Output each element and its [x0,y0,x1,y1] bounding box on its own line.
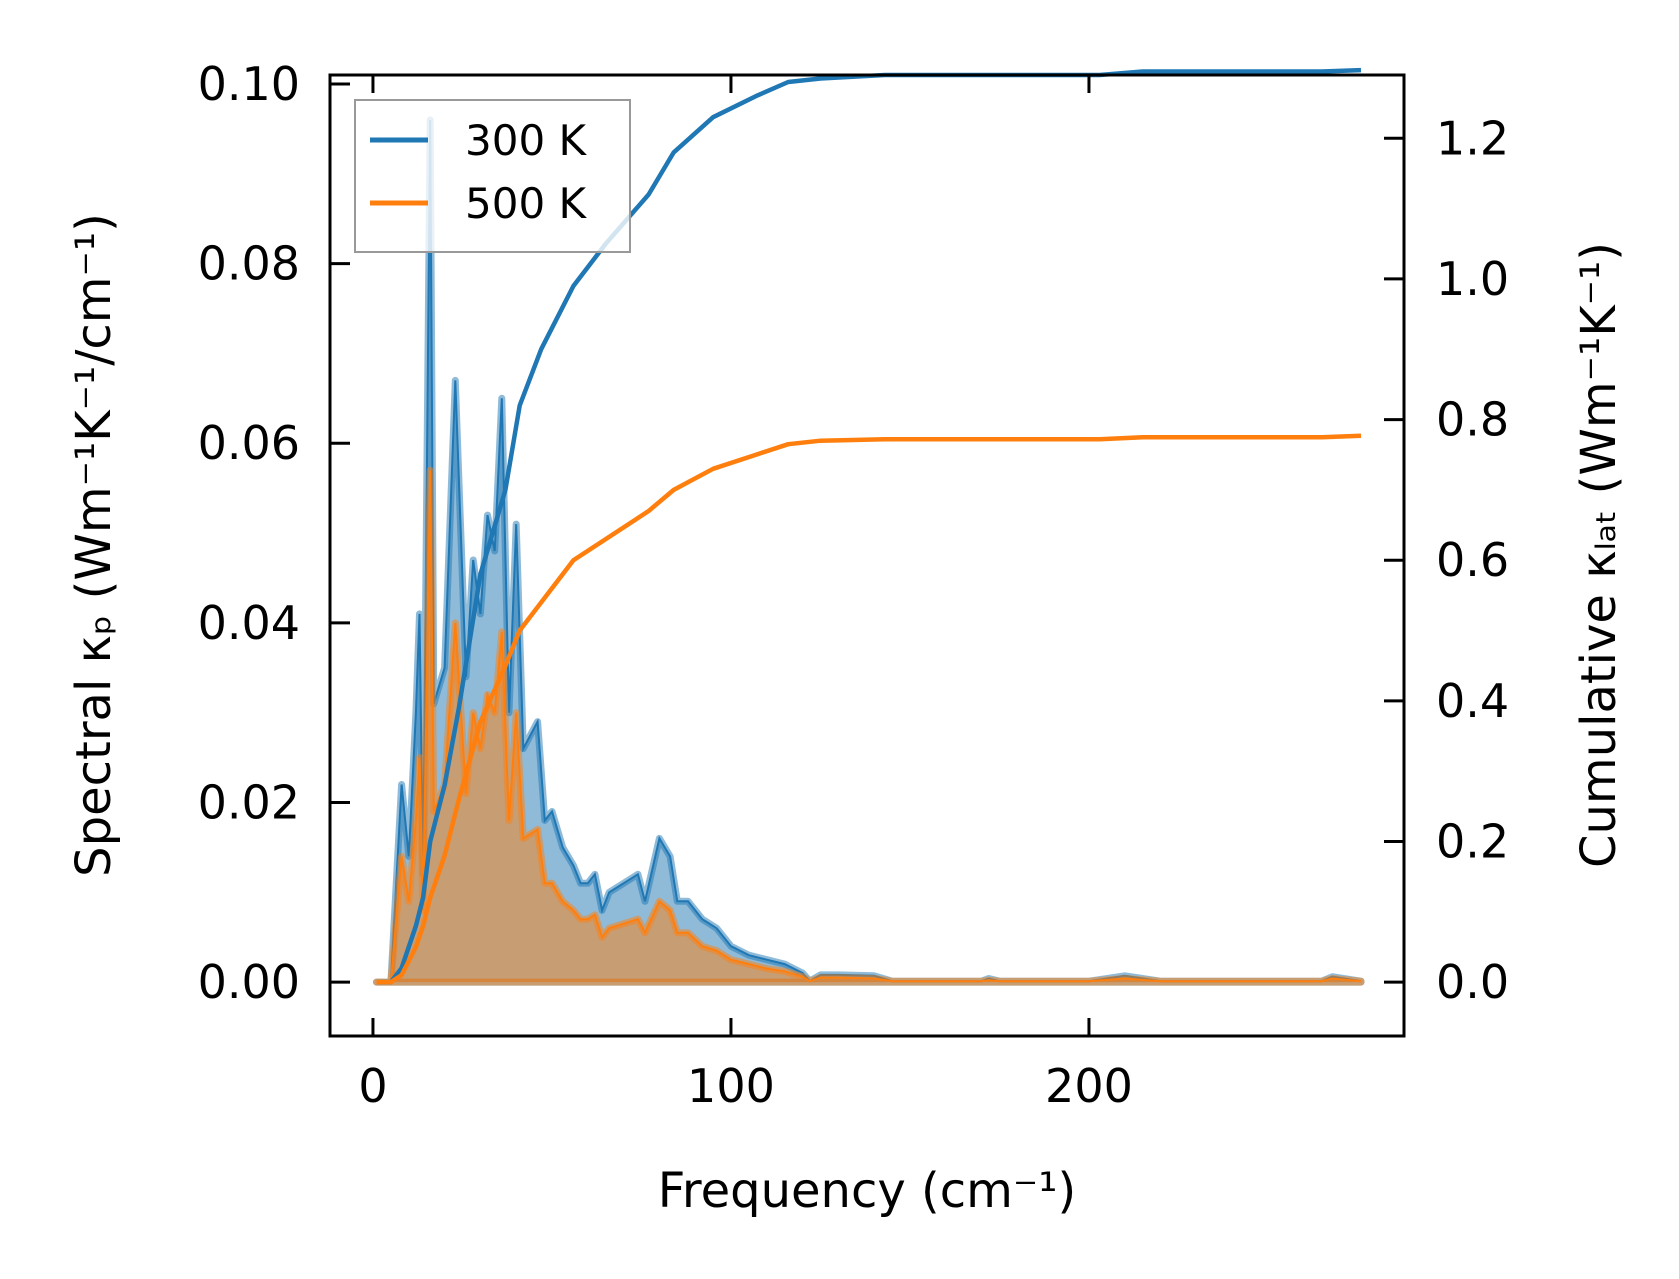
spectral-line-500k [376,470,1362,984]
y2-tick-label: 0.6 [1436,533,1509,587]
axes-frame [328,73,1406,1038]
y2-tick-label: 1.0 [1436,252,1509,306]
y-tick-label: 0.00 [198,955,300,1009]
x-tick-label: 0 [358,1059,387,1113]
legend: 300 K 500 K [354,99,631,253]
x-axis-label: Frequency (cm⁻¹) [658,1163,1076,1219]
y-tick-label: 0.02 [198,775,300,829]
legend-label-500k: 500 K [465,179,588,228]
y-tick-label: 0.08 [198,237,300,291]
y2-tick-label: 0.4 [1436,674,1509,728]
y-tick-label: 0.10 [198,57,300,111]
y2-tick-label: 0.0 [1436,955,1509,1009]
cumulative-line-500k [376,433,1362,985]
y2-axis-label: Cumulative κₗₐₜ (Wm⁻¹K⁻¹) [1571,242,1627,868]
y-tick-label: 0.04 [198,596,300,650]
legend-frame [354,99,631,253]
legend-label-300k: 300 K [465,116,588,165]
x-tick-label: 200 [1045,1059,1133,1113]
y-tick-label: 0.06 [198,416,300,470]
y2-tick-label: 1.2 [1436,111,1509,165]
y-axis-label: Spectral κₚ (Wm⁻¹K⁻¹/cm⁻¹) [66,213,122,877]
y2-tick-label: 0.8 [1436,393,1509,447]
axes: 0 100 200 0.00 0.02 0.04 0.06 0.08 0.10 0.0 0.2 0.4… [198,57,1510,1113]
y2-tick-label: 0.2 [1436,814,1509,868]
x-tick-label: 100 [687,1059,775,1113]
